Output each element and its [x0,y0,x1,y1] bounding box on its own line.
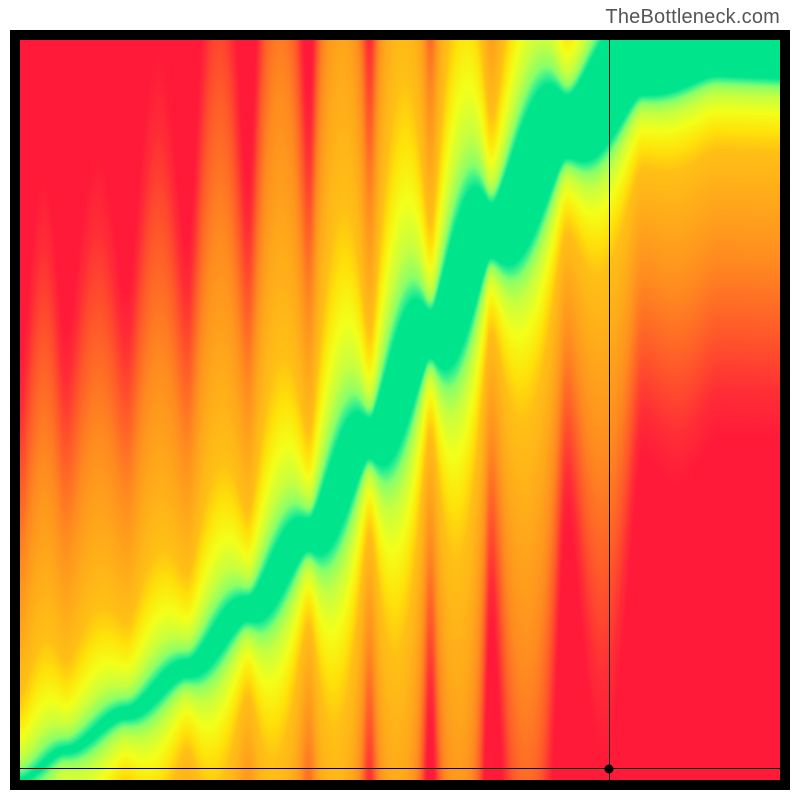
chart-container: { "meta": { "watermark_text": "TheBottle… [0,0,800,800]
watermark-text: TheBottleneck.com [605,6,780,29]
crosshair-marker-dot [605,764,614,773]
crosshair-vertical [609,40,610,780]
crosshair-horizontal [20,768,780,769]
plot-border [10,30,790,790]
